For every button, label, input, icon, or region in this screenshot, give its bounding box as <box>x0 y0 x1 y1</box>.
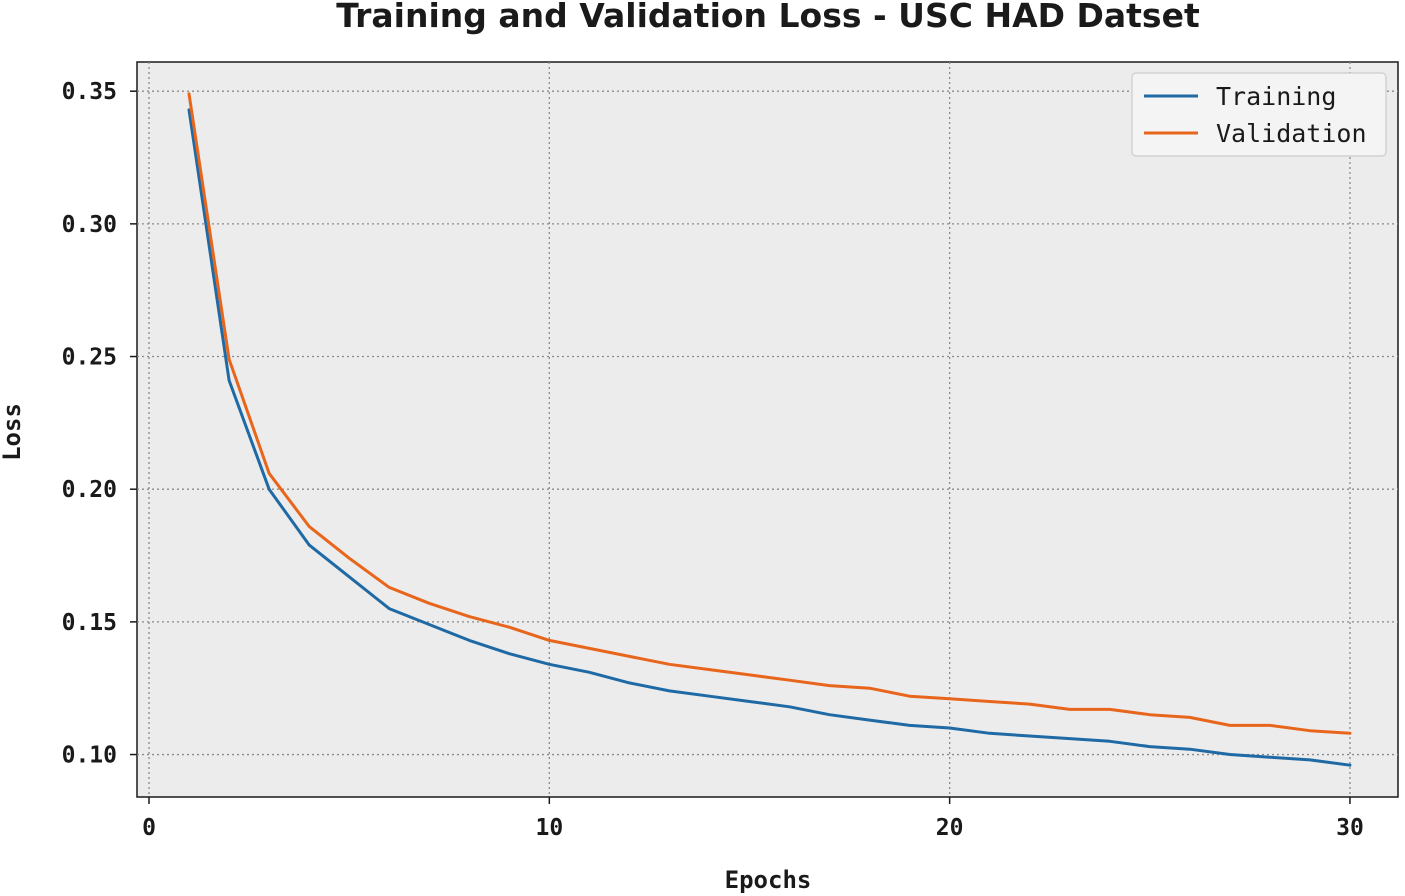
x-axis-label: Epochs <box>725 866 812 894</box>
axis-ticks: 0 10 20 30 0.10 0.15 0.20 0.25 0.30 0.35 <box>62 79 1364 841</box>
legend: Training Validation <box>1131 72 1387 157</box>
y-tick-label: 0.25 <box>62 345 117 371</box>
legend-box <box>1131 72 1387 157</box>
chart-title: Training and Validation Loss - USC HAD D… <box>336 0 1200 35</box>
series-line-validation <box>187 92 1352 735</box>
series-layer <box>187 92 1352 767</box>
y-tick-label: 0.30 <box>62 212 117 238</box>
y-tick-label: 0.15 <box>62 610 117 636</box>
grid-lines <box>137 62 1398 797</box>
x-tick-label: 30 <box>1336 815 1364 841</box>
y-axis-label: Loss <box>0 403 26 461</box>
x-tick-label: 10 <box>535 815 563 841</box>
legend-label-training: Training <box>1216 82 1336 111</box>
series-line-training <box>187 108 1352 767</box>
plot-area <box>136 61 1399 798</box>
y-tick-label: 0.35 <box>62 79 117 105</box>
legend-label-validation: Validation <box>1216 119 1367 148</box>
y-tick-label: 0.10 <box>62 743 117 769</box>
x-tick-label: 20 <box>936 815 964 841</box>
x-tick-label: 0 <box>142 815 156 841</box>
y-tick-label: 0.20 <box>62 477 117 503</box>
